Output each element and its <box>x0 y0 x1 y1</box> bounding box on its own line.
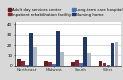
Bar <box>56 31 60 66</box>
Bar <box>52 64 56 66</box>
Bar <box>29 33 33 66</box>
Bar <box>111 43 114 66</box>
Bar <box>79 63 83 66</box>
Bar <box>71 62 75 66</box>
Bar <box>48 62 52 66</box>
Bar <box>60 52 64 66</box>
Bar <box>25 65 29 66</box>
Bar <box>83 37 87 66</box>
Bar <box>21 61 25 66</box>
Bar <box>75 60 79 66</box>
Bar <box>99 61 102 66</box>
Bar <box>33 47 37 66</box>
Bar <box>44 61 48 66</box>
Bar <box>107 65 110 66</box>
Bar <box>103 62 106 66</box>
Bar <box>87 53 91 66</box>
Legend: Adult day services center, Inpatient rehabilitation facility, Long-term care hos: Adult day services center, Inpatient reh… <box>8 8 123 16</box>
Bar <box>115 42 118 66</box>
Bar <box>17 59 21 66</box>
